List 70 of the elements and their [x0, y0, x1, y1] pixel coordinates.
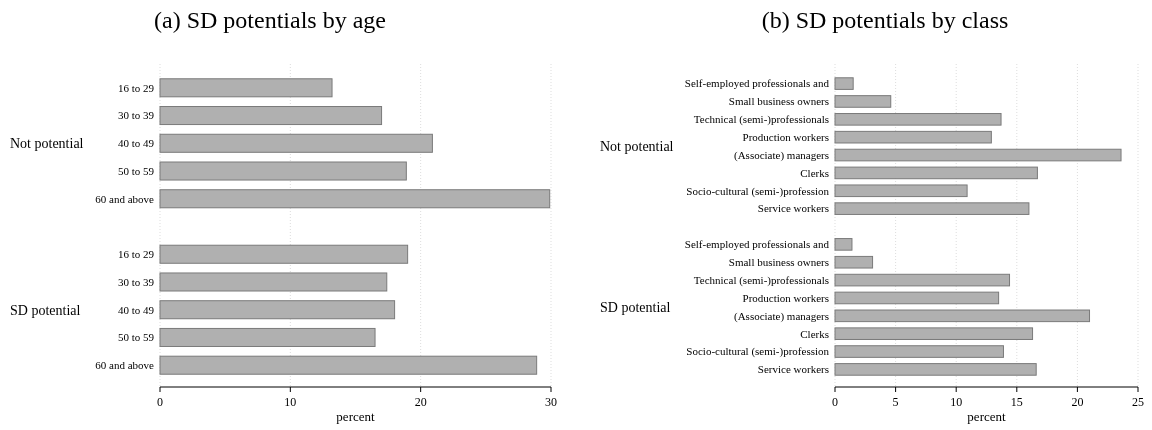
y-tick-label: 16 to 29 — [117, 248, 155, 261]
text: Not potential — [600, 139, 674, 155]
text: SD potential — [10, 302, 81, 318]
bar — [834, 130, 992, 144]
x-tick-label: 20 — [414, 395, 427, 409]
y-tick-label: (Associate) managers — [734, 309, 829, 323]
x-tick-label: 25 — [1132, 395, 1144, 409]
y-tick-label: Clerks — [800, 166, 829, 179]
y-tick-label: (Associate) managers — [734, 148, 829, 162]
bar — [834, 95, 892, 108]
y-tick-label: Service workers — [757, 202, 829, 215]
x-tick-label: 10 — [950, 395, 963, 409]
y-tick-label: Clerks — [800, 327, 829, 340]
y-tick-label: 60 and above — [95, 192, 155, 205]
bar — [159, 189, 551, 209]
y-tick-label: Self-employed professionals and — [684, 77, 830, 90]
bar — [159, 244, 409, 264]
text: SD potential — [600, 299, 671, 315]
y-tick-label: Socio-cultural (semi-)profession — [686, 184, 830, 198]
bar — [159, 78, 333, 98]
y-tick-label: 30 to 39 — [117, 275, 155, 288]
chart-title: (a) SD potentials by age — [154, 7, 386, 33]
y-tick-label: Production workers — [742, 131, 829, 144]
bar — [834, 166, 1038, 180]
x-tick-label: 15 — [1010, 395, 1023, 409]
y-tick-label: 40 to 49 — [117, 137, 155, 150]
bar — [159, 161, 407, 181]
text: Not potential — [10, 136, 84, 152]
bar — [834, 309, 1091, 323]
x-axis-title: percent — [336, 409, 376, 424]
y-tick-label: Technical (semi-)professionals — [693, 273, 829, 287]
x-axis-title: percent — [967, 409, 1007, 424]
y-tick-label: Technical (semi-)professionals — [693, 113, 829, 127]
x-tick-label: 20 — [1071, 395, 1084, 409]
x-tick-label: 0 — [157, 395, 163, 409]
x-tick-label: 10 — [284, 395, 297, 409]
y-tick-label: Service workers — [757, 363, 829, 376]
bar — [834, 113, 1002, 126]
bar — [159, 272, 388, 292]
bar — [834, 148, 1122, 162]
y-tick-label: Small business owners — [728, 256, 829, 269]
bar — [834, 345, 1004, 358]
bar — [159, 133, 433, 153]
y-tick-label: 40 to 49 — [117, 303, 155, 316]
bar — [834, 184, 968, 198]
y-tick-label: 16 to 29 — [117, 81, 155, 94]
bar — [159, 327, 376, 347]
y-tick-label: Small business owners — [728, 95, 829, 108]
bar — [834, 238, 853, 251]
bar — [834, 327, 1034, 340]
y-tick-label: Production workers — [742, 291, 829, 304]
chart-title: (b) SD potentials by class — [761, 7, 1009, 33]
bar — [159, 106, 383, 126]
bar — [834, 202, 1030, 215]
y-tick-label: 60 and above — [95, 359, 155, 372]
bar — [159, 355, 538, 375]
x-tick-label: 30 — [545, 395, 557, 409]
y-tick-label: 30 to 39 — [117, 109, 155, 122]
bar — [834, 77, 854, 90]
bar — [834, 255, 874, 269]
bar — [159, 300, 396, 320]
y-tick-label: 50 to 59 — [117, 164, 155, 177]
y-tick-label: Socio-cultural (semi-)profession — [686, 345, 830, 359]
x-tick-label: 5 — [892, 395, 899, 409]
y-tick-label: 50 to 59 — [117, 331, 155, 344]
bar — [834, 273, 1011, 287]
bar — [834, 291, 1000, 305]
y-tick-label: Self-employed professionals and — [684, 238, 830, 251]
bar — [834, 363, 1037, 376]
x-tick-label: 0 — [832, 395, 838, 409]
